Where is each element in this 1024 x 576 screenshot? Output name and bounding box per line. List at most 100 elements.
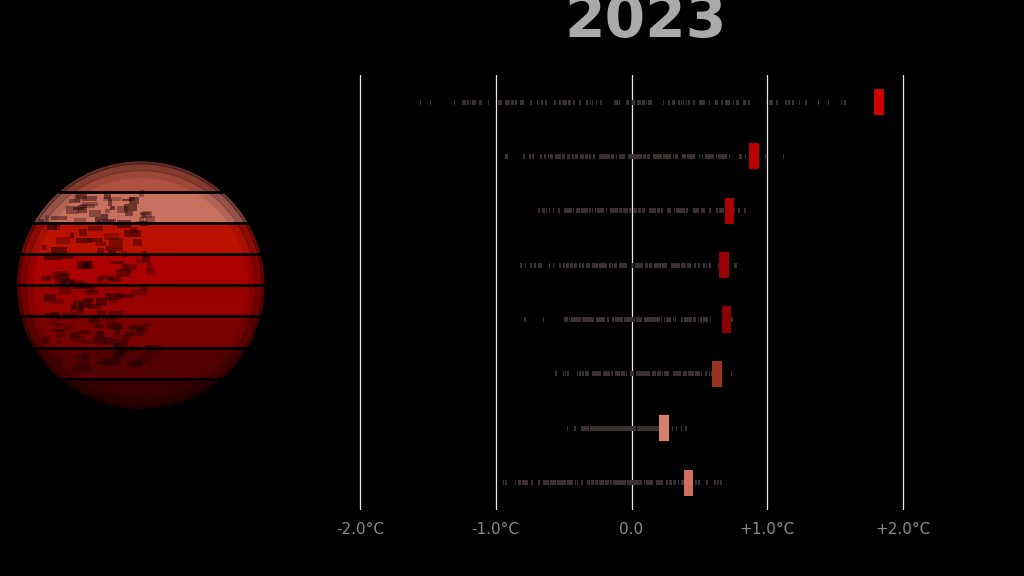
Bar [577,317,579,322]
Bar [597,426,599,431]
Bar [580,100,581,104]
Bar [657,263,659,268]
Bar [653,209,655,213]
Bar [700,372,702,376]
Bar [55,278,68,283]
Bar [556,154,558,159]
Bar [529,100,531,104]
Bar [645,317,647,322]
Bar [646,100,647,104]
Bar [680,372,681,376]
Bar [620,263,621,268]
Bar [632,426,634,431]
Bar [701,154,703,159]
Bar [615,426,616,431]
Bar [572,317,573,322]
Bar [654,154,655,159]
Bar [85,290,97,295]
Bar [621,317,623,322]
Bar [642,209,643,213]
Bar [53,329,66,332]
Bar [529,154,530,159]
Bar [574,317,575,322]
Bar [593,372,595,376]
Bar [736,100,738,104]
Bar [607,317,609,322]
Bar [668,209,669,213]
Bar [623,426,624,431]
Bar [610,426,611,431]
Bar [646,317,648,322]
Bar [614,100,615,104]
Bar [633,209,635,213]
Bar [532,154,534,159]
Bar [82,265,94,268]
Bar [420,100,421,104]
Bar [639,372,640,376]
Bar [678,372,680,376]
Bar [76,238,92,243]
Bar [709,263,711,268]
Bar [701,154,703,159]
Bar [602,480,603,485]
Bar [691,480,692,485]
Bar [628,100,629,104]
Bar [633,209,635,213]
Bar [648,426,650,431]
Bar [122,199,132,202]
Bar [637,426,639,431]
Bar [703,100,705,104]
Bar [103,337,113,345]
Bar [598,209,599,213]
Bar [55,359,60,364]
Bar [46,275,60,279]
Bar [550,154,552,159]
Bar [703,317,705,322]
Bar [691,154,692,159]
Bar [88,304,101,309]
Bar [96,361,114,365]
Bar [603,426,604,431]
Bar [589,154,590,159]
Bar [648,480,649,485]
Bar [642,426,643,431]
Bar [561,480,562,485]
Bar [568,209,569,213]
Bar [73,307,82,310]
Bar [79,282,87,288]
Bar [605,426,607,431]
Bar [644,372,646,376]
Bar [636,372,638,376]
Bar [519,480,520,485]
Bar [668,209,669,213]
Bar [620,426,621,431]
Bar [673,100,674,104]
Bar [633,426,635,431]
Bar [625,263,627,268]
Bar [618,100,621,104]
Bar [725,100,727,104]
Bar [543,317,545,322]
Bar [655,263,656,268]
Bar [635,426,636,431]
Bar [599,263,600,268]
Bar [634,154,636,159]
Bar [560,263,561,268]
Bar [581,209,583,213]
Bar [712,372,713,376]
Bar [586,100,588,104]
Bar [674,480,675,485]
Bar [615,154,617,159]
Bar [525,480,526,485]
Bar [721,100,722,104]
Bar [647,372,649,376]
Bar [708,154,709,159]
Bar [613,426,615,431]
Bar [706,372,707,376]
Bar [593,263,594,268]
Bar [629,317,631,322]
Bar [525,480,526,485]
Bar [693,100,694,104]
Bar [624,480,625,485]
Bar [595,209,596,213]
